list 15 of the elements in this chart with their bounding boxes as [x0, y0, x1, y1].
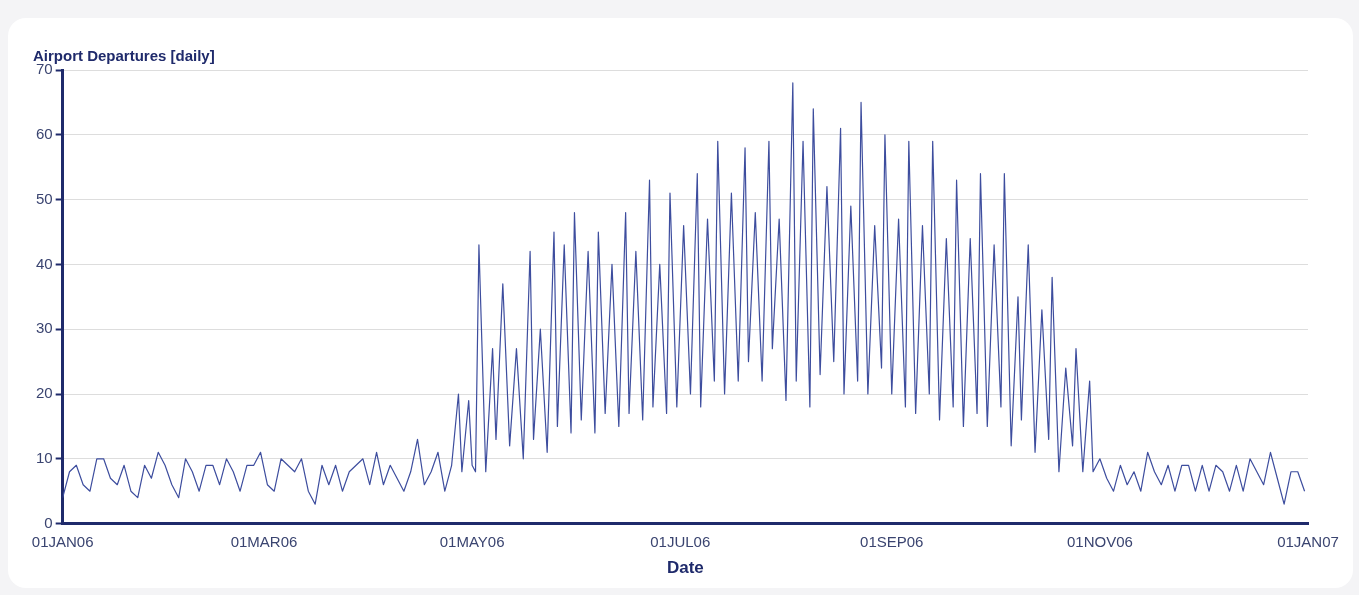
y-tick-label: 0 [44, 513, 53, 531]
y-tick-label: 20 [36, 384, 53, 402]
y-tick-label: 50 [36, 189, 53, 207]
x-tick-label: 01JAN07 [1277, 532, 1339, 550]
x-tick-label: 01NOV06 [1066, 532, 1133, 550]
x-tick-label: 01SEP06 [860, 532, 924, 550]
x-tick-label: 01MAY06 [439, 532, 505, 550]
x-tick-label: 01MAR06 [230, 532, 298, 550]
x-tick-label: 01JUL06 [650, 532, 711, 550]
y-tick-label: 30 [36, 319, 53, 337]
y-tick-label: 60 [36, 124, 53, 142]
x-tick-label: 01JAN06 [31, 532, 94, 550]
y-tick-label: 40 [36, 254, 53, 272]
y-tick-label: 10 [36, 448, 53, 466]
x-axis-title: Date [666, 558, 704, 578]
